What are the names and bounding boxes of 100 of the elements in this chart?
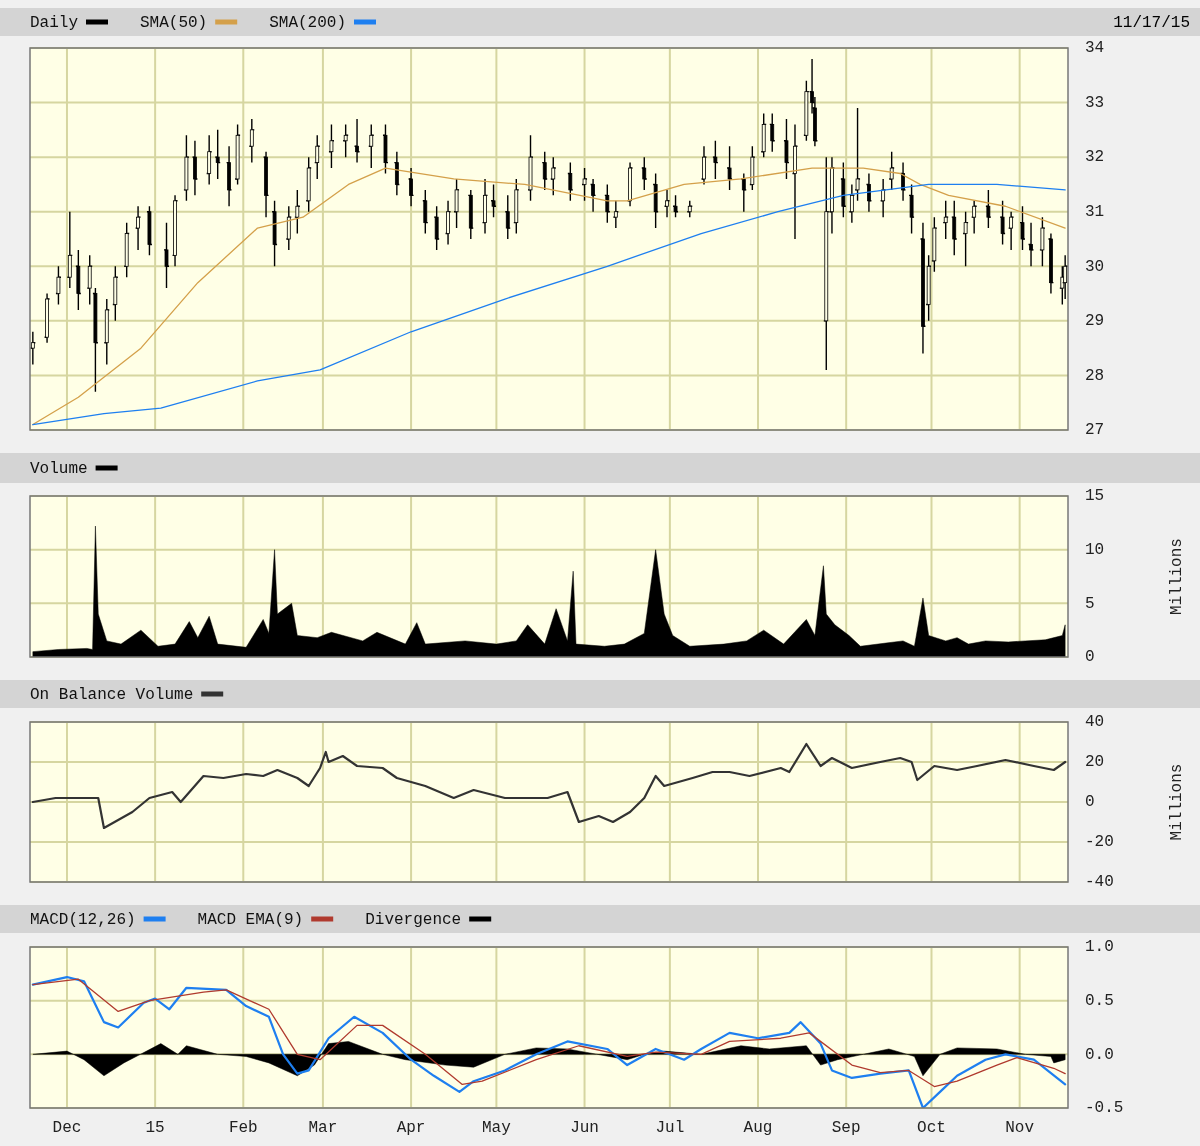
- y-tick-label: 0: [1085, 793, 1095, 812]
- candlestick: [286, 205, 291, 251]
- candlestick: [702, 145, 706, 186]
- candlestick: [750, 145, 755, 191]
- candlestick: [963, 211, 968, 267]
- candlestick: [582, 167, 587, 202]
- text: 11/17/15: [1113, 14, 1190, 33]
- candlestick: [434, 205, 439, 251]
- y-tick-label: 28: [1085, 366, 1105, 385]
- candlestick: [93, 287, 98, 393]
- candlestick: [972, 200, 977, 235]
- candlestick: [932, 216, 937, 273]
- candlestick: [628, 161, 632, 207]
- line-series: [31, 975, 1067, 1108]
- x-tick-label: Jun: [570, 1119, 599, 1137]
- candlestick: [551, 156, 556, 197]
- y-tick-label: 0.0: [1085, 1045, 1114, 1064]
- candlestick: [841, 161, 846, 218]
- x-tick-label: May: [481, 1119, 512, 1137]
- y-tick-label: 32: [1085, 148, 1105, 167]
- candlestick: [45, 292, 49, 344]
- candlestick: [1000, 200, 1005, 246]
- y-tick-label: 40: [1085, 713, 1105, 732]
- candlestick: [394, 150, 399, 197]
- legend-label: MACD EMA(9): [197, 911, 304, 930]
- candlestick: [952, 200, 957, 257]
- candlestick: [687, 200, 692, 218]
- candlestick: [295, 189, 300, 235]
- candlestick: [505, 194, 510, 240]
- y-tick-label: 33: [1085, 93, 1105, 112]
- x-tick-label: Apr: [396, 1119, 426, 1137]
- candlestick: [867, 172, 871, 213]
- candlestick: [568, 161, 573, 202]
- legend-label: On Balance Volume: [30, 686, 194, 705]
- candlestick: [454, 178, 459, 229]
- candlestick: [1029, 221, 1033, 267]
- y-tick-label: -40: [1085, 873, 1114, 892]
- candlestick: [193, 140, 197, 197]
- y-tick-label: 34: [1085, 39, 1105, 58]
- candlestick: [227, 145, 231, 207]
- candlestick: [147, 205, 152, 257]
- line-series: [32, 978, 1066, 1088]
- legend-label: Volume: [30, 460, 88, 479]
- y-axis-title: Millions: [1168, 538, 1187, 615]
- candlestick: [761, 112, 766, 158]
- candlestick: [264, 150, 268, 218]
- y-tick-label: 27: [1085, 421, 1105, 440]
- candlestick: [184, 134, 189, 202]
- candlestick: [383, 123, 388, 175]
- candlestick: [1009, 211, 1014, 251]
- candlestick: [87, 254, 92, 306]
- candlestick: [164, 221, 169, 289]
- candlestick: [56, 265, 61, 306]
- candlestick: [1040, 216, 1045, 267]
- candlestick: [665, 189, 669, 218]
- candlestick: [1020, 205, 1025, 251]
- x-tick-label: Aug: [743, 1119, 773, 1137]
- x-tick-label: Dec: [52, 1119, 82, 1137]
- candlestick: [249, 118, 254, 164]
- y-tick-label: 29: [1085, 312, 1105, 331]
- y-axis-title: Millions: [1168, 763, 1187, 841]
- candlestick: [306, 156, 311, 213]
- y-tick-label: 5: [1085, 594, 1095, 613]
- candlestick: [343, 123, 348, 158]
- y-tick-label: -0.5: [1085, 1099, 1124, 1118]
- y-tick-label: 20: [1085, 753, 1105, 772]
- candlestick: [921, 221, 925, 355]
- candlestick: [329, 123, 334, 169]
- candlestick: [793, 123, 797, 240]
- x-tick-label: Sep: [831, 1119, 861, 1137]
- candlestick: [468, 189, 473, 240]
- candlestick: [446, 200, 450, 246]
- candlestick: [409, 167, 413, 207]
- candlestick: [235, 123, 240, 186]
- candlestick: [136, 205, 140, 251]
- candlestick: [673, 194, 678, 218]
- x-tick-label: Oct: [917, 1119, 946, 1137]
- line-series: [31, 742, 1067, 830]
- candlestick: [215, 129, 220, 180]
- candlestick: [423, 189, 428, 235]
- candlestick: [483, 178, 487, 235]
- candlestick: [653, 172, 658, 229]
- y-tick-label: 1.0: [1085, 938, 1114, 957]
- candlestick: [855, 107, 860, 202]
- candlestick: [901, 161, 905, 202]
- legend-label: SMA(200): [269, 14, 347, 33]
- candlestick: [113, 265, 118, 322]
- candlestick: [1049, 232, 1053, 295]
- x-tick-label: Jul: [655, 1119, 685, 1137]
- candlestick: [67, 211, 72, 289]
- y-tick-label: -20: [1085, 833, 1114, 852]
- candlestick: [727, 145, 732, 191]
- candlestick: [491, 183, 496, 218]
- candlestick: [642, 156, 647, 191]
- candlestick: [986, 189, 991, 229]
- candlestick: [76, 249, 81, 311]
- candlestick: [369, 123, 374, 169]
- y-tick-label: 30: [1085, 257, 1105, 276]
- candlestick: [514, 178, 519, 235]
- candlestick: [909, 183, 914, 235]
